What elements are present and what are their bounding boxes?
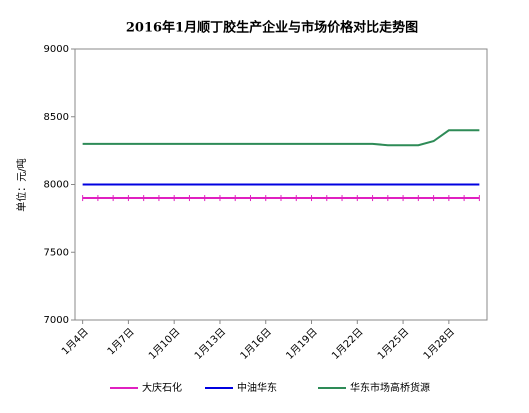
y-axis-label: 单位：元/吨 xyxy=(15,158,28,211)
x-tick-label: 1月10日 xyxy=(146,326,182,362)
x-tick-label: 1月4日 xyxy=(59,326,91,358)
y-tick-label: 7000 xyxy=(44,315,69,326)
x-tick-label: 1月19日 xyxy=(284,326,320,362)
legend-label: 中油华东 xyxy=(237,381,277,394)
y-tick-label: 7500 xyxy=(44,247,69,258)
x-tick-label: 1月28日 xyxy=(421,326,457,362)
legend-label: 华东市场高桥货源 xyxy=(350,381,430,394)
y-tick-label: 8500 xyxy=(44,112,69,123)
x-tick-label: 1月22日 xyxy=(329,326,365,362)
x-tick-label: 1月13日 xyxy=(192,326,228,362)
series-line xyxy=(82,129,480,147)
x-tick-label: 1月16日 xyxy=(238,326,274,362)
y-tick-label: 8000 xyxy=(44,180,69,191)
y-tick-label: 9000 xyxy=(44,44,69,55)
legend-label: 大庆石化 xyxy=(142,381,182,394)
chart-title: 2016年1月顺丁胶生产企业与市场价格对比走势图 xyxy=(126,20,418,36)
x-tick-label: 1月7日 xyxy=(105,326,137,358)
x-tick-label: 1月25日 xyxy=(375,326,411,362)
